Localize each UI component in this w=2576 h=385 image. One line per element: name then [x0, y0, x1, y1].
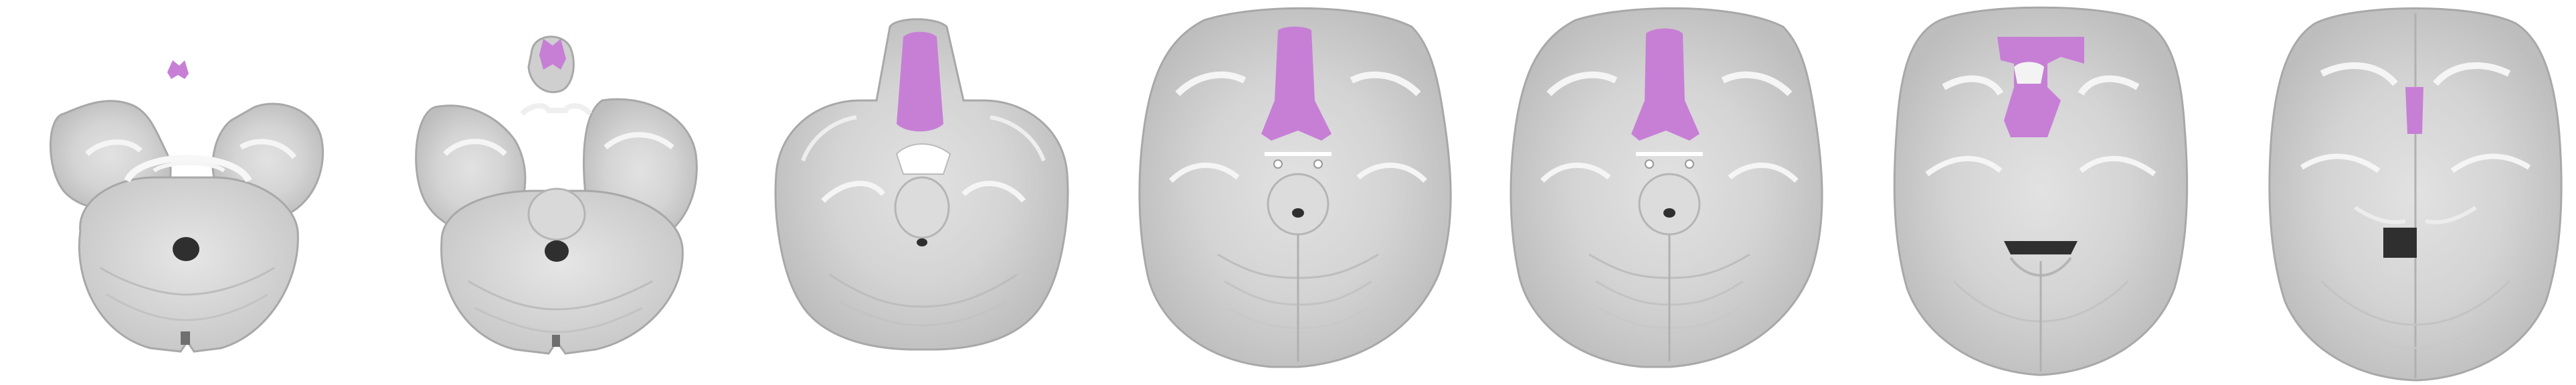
brain-slice-3	[774, 18, 1069, 351]
brain-slice-7	[2268, 7, 2563, 382]
highlight-region-7	[2405, 87, 2423, 134]
highlight-region-3	[897, 31, 943, 132]
brain-slice-5	[1509, 7, 1823, 368]
brain-slice-4	[1138, 7, 1452, 368]
brain-slice-1	[50, 60, 325, 353]
highlight-region-5	[1631, 28, 1699, 141]
highlight-region-6	[1997, 37, 2084, 137]
brain-slice-6	[1893, 6, 2189, 376]
highlight-region-2	[539, 39, 566, 70]
brain-slice-2	[415, 35, 698, 355]
highlight-region-1	[167, 60, 189, 79]
highlight-region-4	[1261, 26, 1331, 141]
